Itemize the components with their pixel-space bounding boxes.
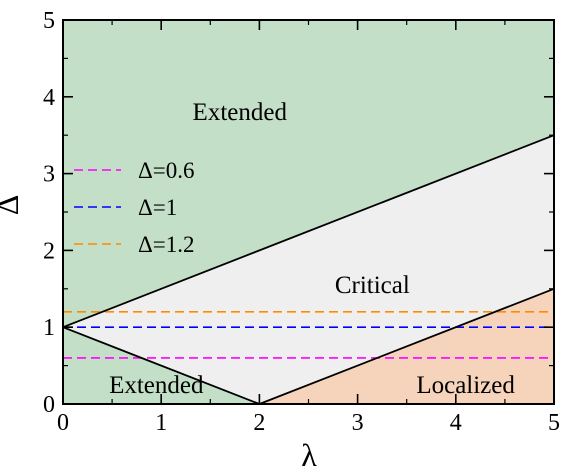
x-axis-title: λ [301,437,317,473]
x-tick-label: 4 [450,410,462,436]
y-tick-label: 4 [43,85,55,111]
y-tick-label: 3 [43,162,55,188]
region-label-extended-upper: Extended [193,99,288,126]
region-label-critical: Critical [335,272,410,299]
y-tick-label: 5 [43,8,55,34]
x-tick-label: 1 [155,410,167,436]
boundary-line-0 [62,134,555,329]
region-extended-upper [63,20,554,328]
plot-axes: 0 1 2 3 4 5 0 1 2 3 4 5 [43,8,560,436]
region-label-localized: Localized [416,372,515,399]
x-tick-label: 3 [352,410,364,436]
y-axis-title: Δ [0,195,25,216]
y-tick-label: 0 [43,392,55,418]
x-tick-label: 2 [253,410,265,436]
boundary-line-2 [259,287,555,405]
y-tick-label: 2 [43,238,55,264]
boundary-line-1 [62,326,260,405]
phase-boundaries [62,134,555,405]
region-labels: Extended Extended Critical Localized [109,99,515,399]
legend-label-2: Δ=1.2 [138,232,195,257]
legend-label-0: Δ=0.6 [138,158,195,183]
phase-regions [63,20,554,404]
region-label-extended-lower: Extended [109,372,204,399]
dashed-series [63,311,554,359]
x-tick-label: 0 [57,410,69,436]
y-tick-label: 1 [43,315,55,341]
legend: Δ=0.6 Δ=1 Δ=1.2 [74,158,195,257]
x-tick-label: 5 [548,410,560,436]
legend-label-1: Δ=1 [138,195,177,220]
